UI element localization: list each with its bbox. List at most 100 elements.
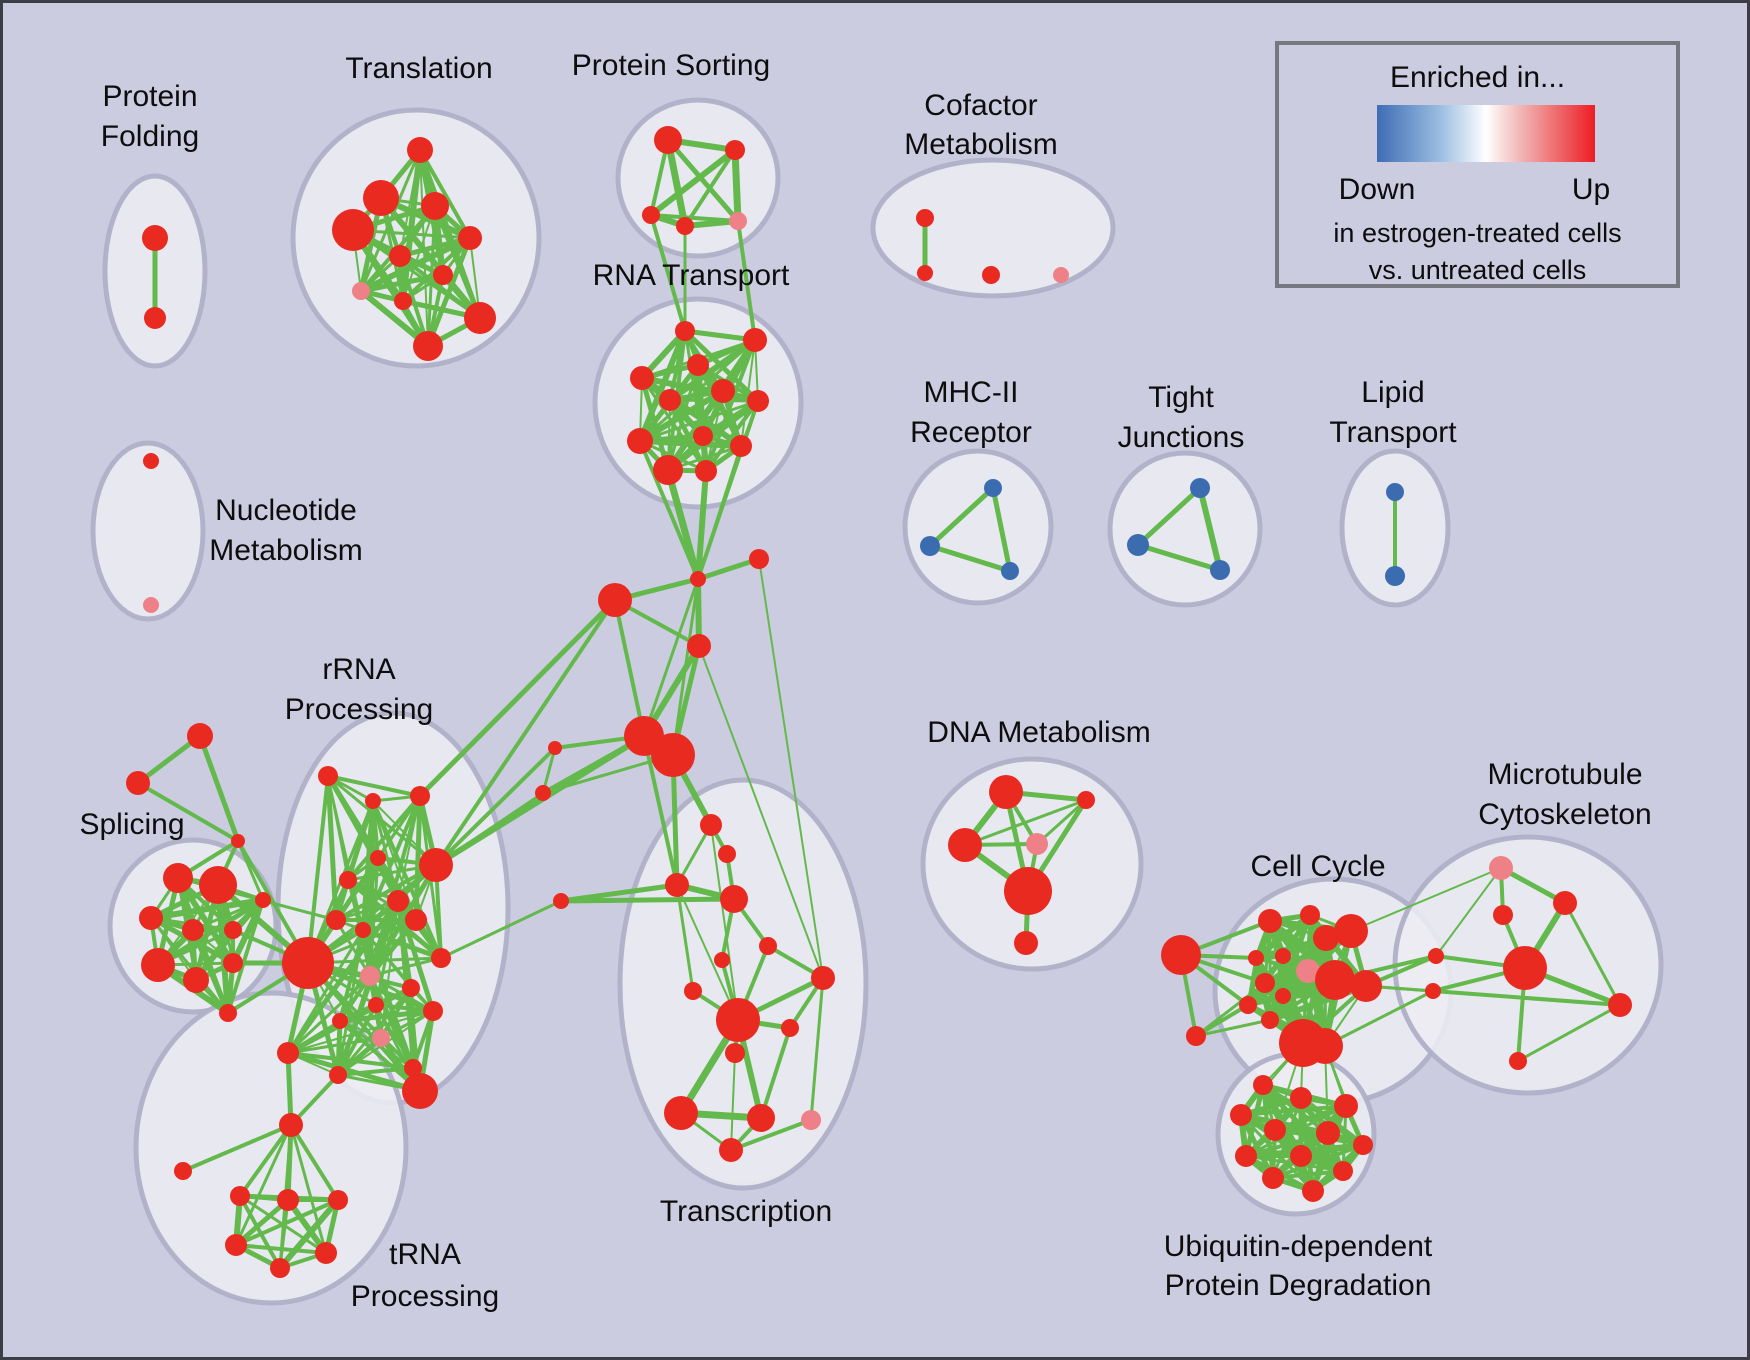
cell-cycle-node-5 [1334,914,1368,948]
edge [1350,867,1502,932]
mhc-ii-receptor-node-1 [920,536,940,556]
rna-transport-node-9 [653,455,683,485]
edge [350,227,431,349]
edge [1516,1003,1622,1063]
splicing-node-12 [219,1004,237,1022]
rna-transport-node-8 [627,428,653,454]
edge [234,1123,293,1247]
dna-metabolism-node-1 [948,828,982,862]
ubiquitin-degradation-node-9 [1262,1167,1284,1189]
trna-processing-node-4 [328,1190,348,1210]
edge [649,213,687,333]
cell-cycle-node-14 [1261,1011,1279,1029]
edge [638,439,700,581]
edge [1194,1018,1272,1038]
rna-transport-node-5 [711,379,735,403]
cluster-label-cofactor-metabolism: Cofactor Metabolism [904,89,1057,161]
legend-caption-line2: vs. untreated cells [1368,255,1587,285]
edge [1244,1131,1330,1158]
cell-cycle-node-0 [1161,935,1201,975]
interchange-node-5 [651,733,695,777]
protein-sorting-node-4 [729,212,747,230]
ubiquitin-degradation-node-0 [1253,1075,1273,1095]
edge [289,1123,328,1255]
rrna-processing-node-10 [282,937,334,989]
rna-transport-node-1 [743,328,767,352]
interchange-node-2 [598,583,632,617]
edge [417,597,618,799]
interchange-node-0 [690,571,706,587]
splicing-node-7 [224,921,242,939]
edge [418,148,472,240]
protein-folding-node-1 [144,307,166,329]
rrna-processing-node-20 [402,1073,438,1109]
network-nodes [126,126,1632,1278]
transcription-node-9 [716,998,760,1042]
cell-cycle-node-3 [1300,905,1320,925]
cell-cycle-node-10 [1315,960,1355,1000]
edge [148,897,266,921]
transcription-node-8 [684,982,702,1000]
cofactor-metabolism-node-2 [982,266,1000,284]
trna-processing-node-0 [279,1113,303,1137]
edge [1563,901,1622,1007]
transcription-node-0 [700,814,722,836]
ubiquitin-degradation-node-3 [1230,1104,1252,1126]
translation-node-9 [464,302,496,334]
edge [285,1050,294,1128]
ubiquitin-degradation-node-7 [1290,1145,1312,1167]
translation-node-4 [458,226,482,250]
transcription-node-2 [665,873,689,897]
splicing-node-2 [231,834,245,848]
cluster-ellipse-nucleotide-metabolism [90,440,206,622]
nucleotide-metabolism-node-0 [143,453,159,469]
microtubule-cytoskeleton-node-1 [1553,891,1577,915]
edge [731,146,742,225]
cluster-label-protein-folding: Protein Folding [101,80,199,153]
dna-metabolism-node-4 [1004,867,1052,915]
trna-processing-node-1 [174,1162,192,1180]
edge [346,794,422,882]
edge [233,1197,291,1248]
rna-transport-node-2 [687,354,709,376]
cofactor-metabolism-node-3 [1053,267,1069,283]
transcription-node-6 [759,937,777,955]
edge [1435,867,1502,957]
edge [1498,865,1568,906]
edge [710,824,739,1021]
edge [642,577,700,738]
lipid-transport-node-0 [1386,483,1404,501]
splicing-node-5 [139,906,163,930]
mhc-ii-receptor-node-0 [984,479,1002,497]
cell-cycle-node-11 [1350,970,1382,1002]
edge [730,1052,736,1151]
edge [334,863,438,922]
cell-cycle-node-7 [1275,948,1291,964]
legend-down-label: Down [1338,173,1416,206]
cofactor-metabolism-node-1 [917,265,933,281]
ubiquitin-degradation-node-6 [1235,1145,1257,1167]
tight-junctions-node-0 [1190,478,1210,498]
cell-cycle-node-9 [1255,973,1275,993]
splicing-node-4 [199,866,237,904]
cluster-label-lipid-transport: Lipid Transport [1329,376,1457,449]
cluster-label-microtubule-cytoskeleton: Microtubule Cytoskeleton [1478,758,1651,831]
edge [289,1123,340,1202]
trna-processing-node-3 [277,1189,299,1211]
ubiquitin-degradation-node-8 [1353,1135,1373,1155]
edge [434,746,557,867]
ubiquitin-degradation-node-2 [1334,1094,1358,1118]
legend-title: Enriched in... [1389,61,1566,94]
rrna-processing-node-12 [360,966,380,986]
edge [1271,1143,1365,1180]
cluster-label-ubiquitin-degradation: Ubiquitin-dependent Protein Degradation [1164,1230,1433,1302]
dna-metabolism-node-0 [989,775,1023,809]
interchange-node-1 [749,549,769,569]
edge [639,375,671,473]
ubiquitin-degradation-node-1 [1290,1087,1312,1109]
edge [664,136,689,230]
dna-metabolism-node-3 [1077,791,1095,809]
ubiquitin-degradation-node-11 [1302,1180,1324,1202]
transcription-node-13 [747,1104,775,1132]
rna-transport-node-6 [747,390,769,412]
